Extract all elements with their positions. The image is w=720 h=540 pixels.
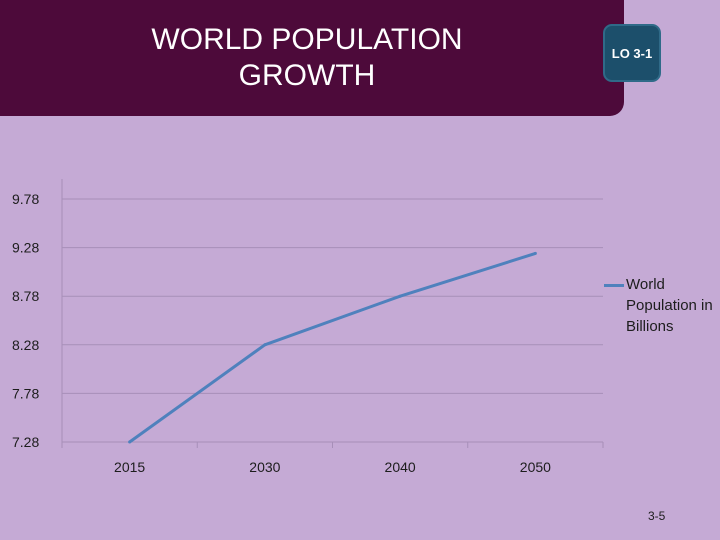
slide-title: WORLD POPULATION GROWTH	[151, 23, 463, 92]
y-tick-label: 7.28	[12, 434, 39, 450]
x-tick-label: 2040	[385, 459, 416, 475]
y-tick-label: 7.78	[12, 385, 39, 401]
data-point	[533, 251, 537, 255]
data-point	[128, 440, 132, 444]
learning-objective-badge: LO 3-1	[603, 24, 661, 82]
x-axis-ticks: 2015 2030 2040 2050	[114, 459, 551, 475]
y-tick-label: 9.78	[12, 191, 39, 207]
page-number: 3-5	[648, 509, 666, 523]
gridlines	[62, 198, 603, 443]
title-banner: WORLD POPULATION GROWTH	[0, 0, 624, 116]
y-tick-label: 8.28	[12, 337, 39, 353]
x-tick-label: 2050	[520, 459, 551, 475]
legend-swatch	[604, 284, 624, 287]
data-point	[398, 294, 402, 298]
y-tick-label: 8.78	[12, 288, 39, 304]
axes	[61, 179, 604, 448]
y-tick-label: 9.28	[12, 240, 39, 256]
x-tick-label: 2030	[249, 459, 280, 475]
series	[128, 251, 537, 444]
legend-label: World Population in Billions	[626, 276, 713, 335]
series-line	[128, 252, 536, 444]
x-tick-label: 2015	[114, 459, 145, 475]
y-axis-ticks: 7.28 7.78 8.28 8.78 9.28 9.78	[12, 191, 39, 450]
data-point	[263, 343, 267, 347]
